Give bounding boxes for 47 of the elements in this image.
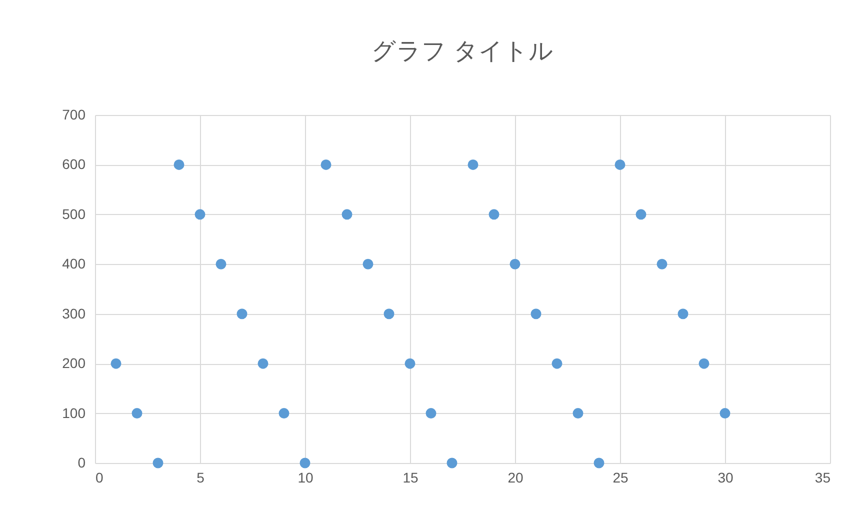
point: [132, 408, 142, 419]
point: [636, 209, 646, 220]
point: [614, 159, 626, 170]
x-tick-label: 25: [612, 470, 628, 486]
y-tick-label: 0: [78, 454, 86, 470]
point: [236, 308, 248, 320]
point: [510, 258, 520, 270]
y-tick-label: 400: [62, 256, 86, 272]
point: [656, 258, 668, 270]
point: [720, 408, 730, 419]
point: [258, 358, 268, 369]
y-tick-label: 700: [62, 106, 86, 122]
point: [426, 408, 436, 419]
x-tick-label: 10: [298, 470, 314, 486]
point: [300, 458, 310, 468]
point: [278, 408, 290, 419]
point: [468, 159, 478, 170]
point: [678, 308, 688, 320]
y-tick-label: 500: [62, 206, 86, 222]
y-tick-label: 200: [62, 355, 86, 372]
point: [698, 358, 710, 369]
point: [530, 308, 542, 320]
x-tick-label: 20: [508, 470, 524, 486]
point: [404, 358, 416, 369]
point: [362, 258, 374, 270]
point: [216, 258, 226, 270]
x-tick-label: 15: [402, 470, 418, 486]
point: [384, 308, 394, 320]
y-tick-label: 600: [62, 156, 86, 172]
point: [342, 209, 352, 220]
point: [446, 458, 458, 468]
y-tick-label: 100: [62, 404, 86, 421]
x-tick-label: 5: [196, 470, 205, 486]
y-tick-label: 300: [62, 305, 86, 322]
chart-title: グラフ タイトル: [372, 38, 554, 65]
point: [572, 408, 584, 419]
point: [320, 159, 332, 170]
x-tick-label: 0: [96, 470, 104, 486]
point: [552, 358, 562, 369]
point: [174, 159, 184, 170]
x-tick-label: 35: [814, 470, 831, 486]
x-tick-label: 30: [718, 470, 734, 486]
point: [594, 458, 604, 468]
point: [488, 209, 500, 220]
point: [152, 458, 164, 468]
point: [110, 358, 122, 369]
point: [194, 209, 206, 220]
